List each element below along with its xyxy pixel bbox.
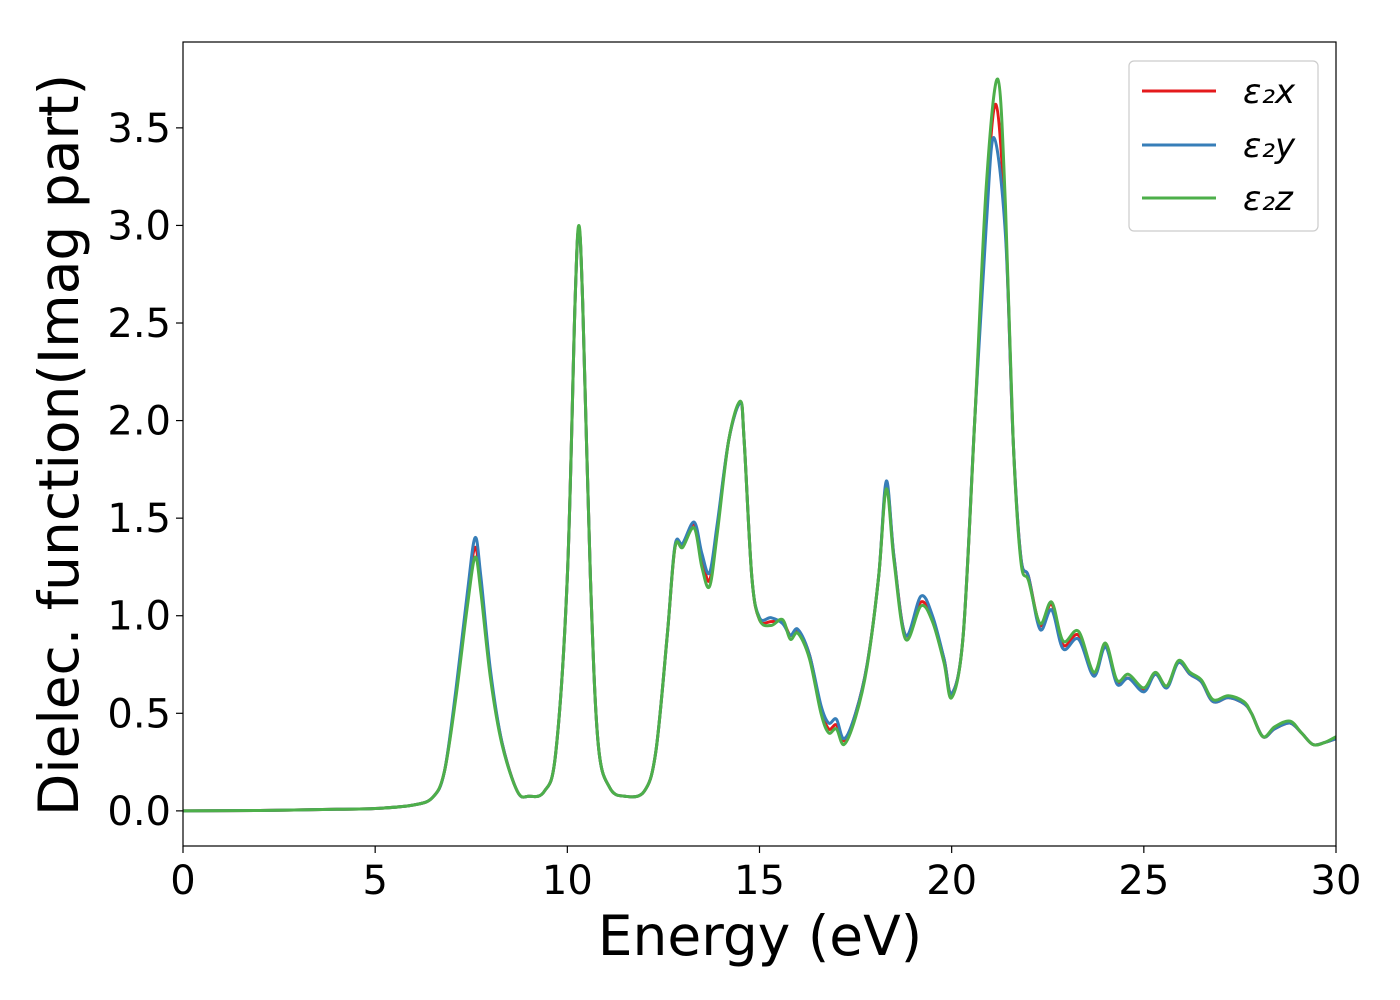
x-tick-label: 0	[170, 858, 195, 904]
x-tick-label: 25	[1118, 858, 1169, 904]
y-tick-label: 1.0	[107, 594, 171, 640]
legend-box	[1128, 60, 1319, 232]
x-tick-label: 30	[1311, 858, 1362, 904]
legend-label-y: ε₂y	[1243, 126, 1296, 166]
y-tick-label: 1.5	[107, 496, 171, 542]
plot-frame	[182, 41, 1337, 847]
x-tick-label: 5	[362, 858, 387, 904]
legend: ε₂x ε₂y ε₂z	[1128, 60, 1319, 232]
y-tick-label: 3.5	[107, 106, 171, 152]
legend-label-z: ε₂z	[1243, 179, 1294, 219]
y-tick-label: 0.5	[107, 691, 171, 737]
series-line-eps2z	[183, 77, 1336, 813]
x-tick-label: 10	[542, 858, 593, 904]
y-tick-label: 2.5	[107, 301, 171, 347]
y-axis-title: Dielec. function(Imag part)	[27, 74, 91, 816]
x-tick-label: 20	[926, 858, 977, 904]
y-tick-label: 3.0	[107, 203, 171, 249]
series-line-eps2y	[183, 136, 1336, 813]
x-axis-ticks: 0 5 10 15 20 25 30	[170, 846, 1361, 904]
plot-lines	[183, 77, 1336, 813]
y-tick-label: 0.0	[107, 789, 171, 835]
y-tick-label: 2.0	[107, 399, 171, 445]
x-tick-label: 15	[734, 858, 785, 904]
y-axis-ticks: 0.0 0.5 1.0 1.5 2.0 2.5 3.0 3.5	[107, 106, 183, 835]
x-axis-title: Energy (eV)	[598, 904, 922, 968]
legend-label-x: ε₂x	[1243, 72, 1296, 112]
